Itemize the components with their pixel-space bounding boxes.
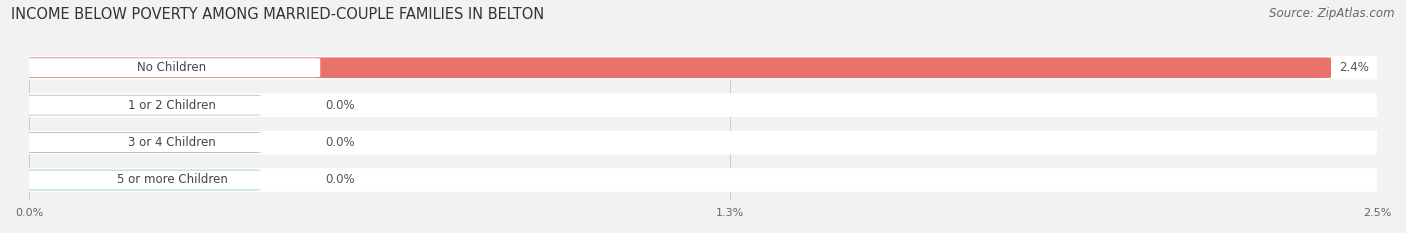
Text: INCOME BELOW POVERTY AMONG MARRIED-COUPLE FAMILIES IN BELTON: INCOME BELOW POVERTY AMONG MARRIED-COUPL…: [11, 7, 544, 22]
FancyBboxPatch shape: [24, 58, 321, 77]
FancyBboxPatch shape: [21, 168, 1385, 192]
FancyBboxPatch shape: [21, 93, 1385, 117]
Text: 5 or more Children: 5 or more Children: [117, 174, 228, 186]
FancyBboxPatch shape: [21, 56, 1385, 79]
Text: Source: ZipAtlas.com: Source: ZipAtlas.com: [1270, 7, 1395, 20]
Text: 1 or 2 Children: 1 or 2 Children: [128, 99, 217, 112]
FancyBboxPatch shape: [21, 58, 1331, 78]
FancyBboxPatch shape: [21, 131, 1385, 154]
Text: 3 or 4 Children: 3 or 4 Children: [128, 136, 217, 149]
FancyBboxPatch shape: [24, 96, 321, 115]
FancyBboxPatch shape: [21, 95, 262, 115]
Text: 0.0%: 0.0%: [326, 174, 356, 186]
Text: 2.4%: 2.4%: [1339, 61, 1369, 74]
Text: No Children: No Children: [138, 61, 207, 74]
Text: 0.0%: 0.0%: [326, 136, 356, 149]
FancyBboxPatch shape: [24, 133, 321, 152]
FancyBboxPatch shape: [21, 132, 262, 153]
Text: 0.0%: 0.0%: [326, 99, 356, 112]
FancyBboxPatch shape: [24, 171, 321, 189]
FancyBboxPatch shape: [21, 170, 262, 190]
